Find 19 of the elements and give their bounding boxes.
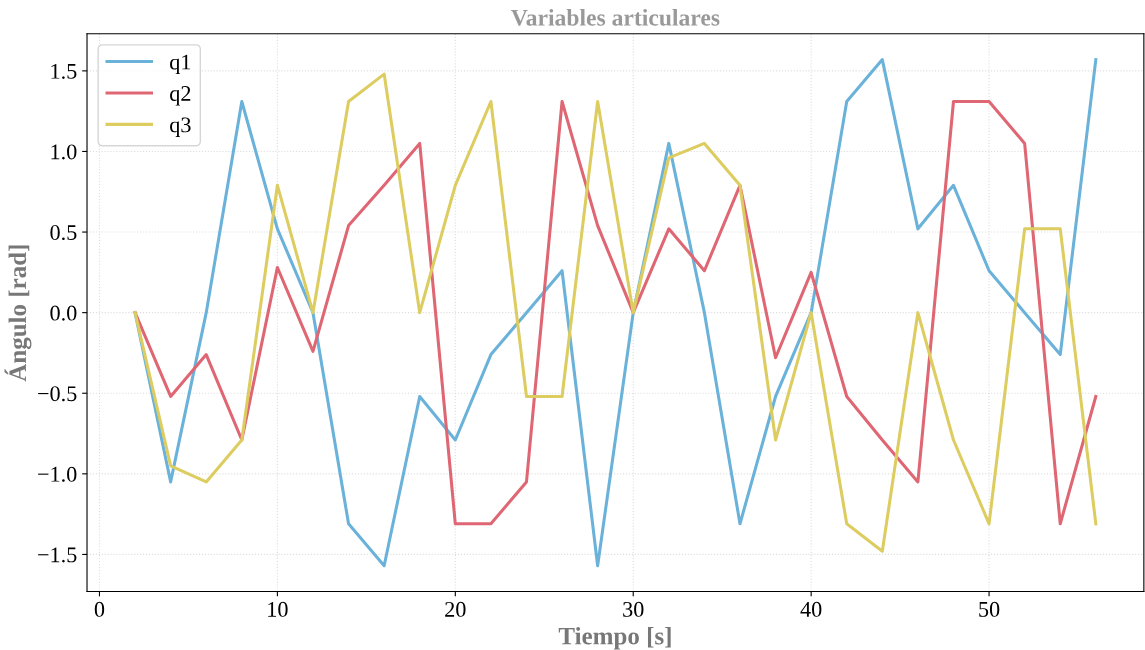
y-axis-title: Ángulo [rad] [4, 245, 32, 382]
y-tick-label: −1.5 [38, 547, 77, 563]
y-tick-label: 1.5 [51, 63, 77, 79]
y-tick-label: −0.5 [38, 386, 77, 402]
y-tick-label: 0.0 [50, 305, 77, 321]
x-tick-label: 0 [94, 601, 105, 617]
x-tick-label: 20 [445, 601, 466, 617]
y-tick-label: 1.0 [51, 144, 77, 160]
x-tick-label: 10 [268, 601, 288, 617]
x-axis-title: Tiempo [s] [558, 626, 671, 650]
legend-label: q1 [170, 54, 191, 75]
chart-title: Variables articulares [511, 9, 720, 26]
legend-label: q3 [170, 117, 191, 137]
x-tick-label: 40 [800, 601, 822, 617]
legend-label: q2 [170, 86, 191, 106]
y-tick-label: −1.0 [38, 466, 77, 482]
x-tick-label: 30 [623, 601, 644, 617]
x-tick-label: 50 [979, 601, 1000, 617]
y-tick-label: 0.5 [50, 224, 77, 241]
